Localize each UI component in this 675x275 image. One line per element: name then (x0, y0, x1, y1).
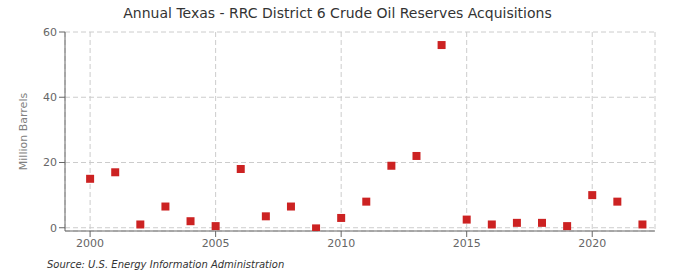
svg-text:20: 20 (43, 156, 57, 169)
svg-text:40: 40 (43, 91, 57, 104)
svg-text:2000: 2000 (76, 237, 104, 250)
svg-text:60: 60 (43, 26, 57, 39)
html-text:Source: U.S. Energy Informatio: Source: U.S. Energy Information Administ… (47, 259, 285, 270)
svg-text:Million Barrels: Million Barrels (17, 93, 30, 171)
svg-text:2015: 2015 (453, 237, 481, 250)
svg-text:2005: 2005 (202, 237, 230, 250)
html-text:Annual Texas - RRC District 6: Annual Texas - RRC District 6 Crude Oil … (123, 5, 552, 21)
svg-text:2020: 2020 (578, 237, 606, 250)
svg-text:0: 0 (50, 222, 57, 235)
svg-text:2010: 2010 (327, 237, 355, 250)
